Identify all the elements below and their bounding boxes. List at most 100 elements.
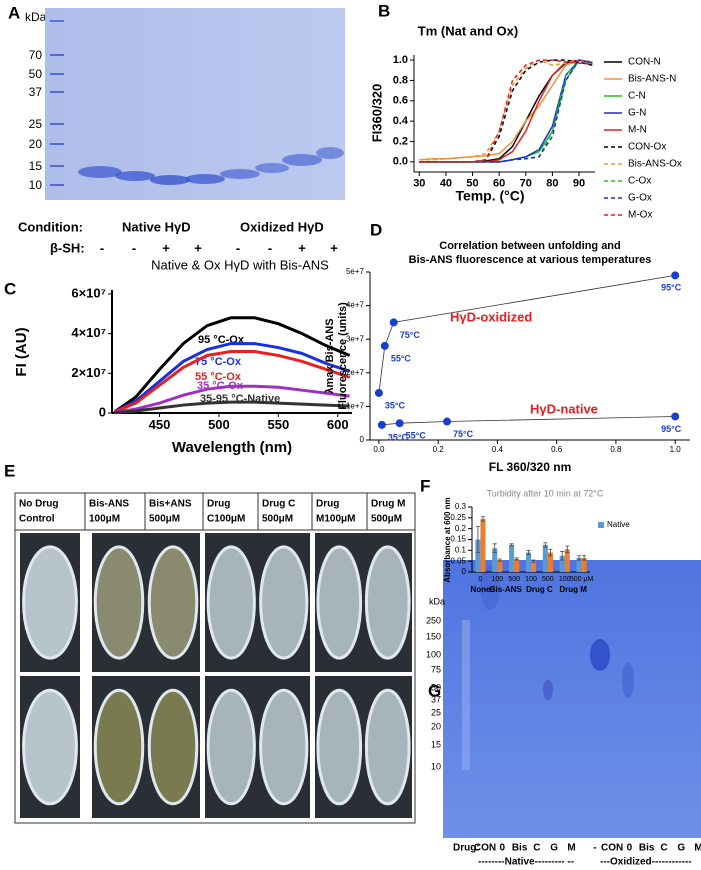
bsh-sign: +	[162, 240, 170, 255]
bar	[525, 552, 531, 572]
error-bar	[531, 559, 536, 563]
legend-label: CON-Ox	[628, 142, 666, 153]
bsh-sign: +	[298, 240, 306, 255]
x-tick-label: 70	[520, 177, 532, 189]
bar	[492, 548, 498, 572]
group-label: Drug M	[559, 585, 587, 594]
panel-letter: C	[4, 279, 16, 298]
chart-title: Bis-ANS fluorescence at various temperat…	[409, 254, 652, 266]
marker-label: 250	[426, 615, 441, 625]
lane-label: G	[550, 843, 558, 854]
bar	[564, 549, 570, 572]
y-tick-label: 2e+7	[346, 368, 365, 377]
marker-label: 150	[426, 631, 441, 641]
legend-label: C-N	[628, 91, 646, 102]
marker-label: 70	[29, 48, 43, 62]
column-header: Drug M	[371, 499, 405, 510]
well	[206, 545, 256, 660]
legend-label: Bis-ANS-Ox	[628, 159, 682, 170]
well	[259, 688, 309, 806]
group-label: --------Native--------- --	[478, 857, 574, 868]
y-tick-label: 4e+7	[346, 301, 365, 310]
marker-label: 10	[431, 761, 441, 771]
y-tick-label: 3e+7	[346, 334, 365, 343]
well	[316, 688, 363, 806]
point-label: 35°C	[388, 432, 409, 442]
x-tick-label: 0.4	[492, 445, 504, 454]
point-label: 75°C	[400, 330, 421, 340]
column-header: C100μM	[207, 514, 245, 525]
series-label: 35-95 °C-Native	[200, 393, 280, 405]
column-header: No Drug	[19, 499, 58, 510]
point	[395, 419, 404, 428]
bar	[581, 557, 587, 572]
column-header: Drug C	[262, 499, 295, 510]
x-tick-label: 600	[327, 417, 349, 432]
gel-bands	[50, 20, 344, 186]
x-tick-label: 0.0	[373, 445, 385, 454]
y-tick-label: 0.0	[393, 156, 408, 168]
point-label: 75°C	[453, 429, 474, 439]
error-bar	[475, 526, 480, 553]
error-bar	[480, 516, 485, 522]
error-bar	[560, 551, 565, 561]
error-bar	[514, 557, 519, 561]
marker-label: 50	[431, 682, 441, 692]
error-bar	[548, 548, 553, 557]
series-label: 55 °C-Ox	[195, 371, 242, 383]
point-label: 95°C	[661, 283, 682, 293]
y-tick-label: 0	[462, 567, 467, 576]
lane-label: 0	[500, 843, 506, 854]
y-tick-label: 0.05	[450, 556, 466, 565]
well	[22, 688, 78, 806]
lane-label: M	[694, 843, 701, 854]
column-header: Bis+ANS	[149, 499, 192, 510]
point-label: 35°C	[385, 400, 406, 410]
series-label: 75 °C-Ox	[195, 356, 242, 368]
chart-title: Native & Ox HγD with Bis-ANS	[151, 257, 329, 272]
gel-image	[443, 560, 701, 838]
panel-letter: D	[370, 220, 382, 239]
column-header: 100μM	[89, 514, 120, 525]
error-bar	[577, 555, 582, 561]
legend-label: Bis-ANS-N	[628, 74, 676, 85]
bar	[559, 555, 565, 572]
point	[380, 341, 389, 350]
well	[147, 688, 199, 806]
well	[316, 545, 363, 660]
y-tick-label: 0.15	[450, 535, 466, 544]
marker-label: 100	[426, 649, 441, 659]
legend-label: C-Ox	[628, 176, 651, 187]
x-axis-label: FL 360/320 nm	[489, 460, 572, 474]
well	[259, 545, 309, 660]
legend-label: CON-N	[628, 57, 661, 68]
error-bar	[509, 543, 514, 547]
marker-label: 37	[29, 85, 43, 99]
x-tick-label: 80	[546, 177, 558, 189]
column-header: Drug	[207, 499, 230, 510]
point	[389, 318, 398, 327]
legend-label: G-Ox	[628, 193, 652, 204]
marker-label: 15	[29, 159, 43, 173]
well	[147, 545, 199, 660]
x-axis-label: Temp. (°C)	[455, 188, 524, 204]
error-bar	[497, 558, 502, 562]
x-tick-label: 0.6	[551, 445, 563, 454]
lane-label: -	[593, 843, 596, 854]
x-tick-label: 0	[478, 576, 482, 583]
panel-letter: A	[8, 3, 20, 22]
data-line	[114, 400, 350, 415]
x-tick-label: 0.8	[610, 445, 622, 454]
bar	[475, 539, 481, 572]
y-axis-label: FI (AU)	[13, 327, 30, 376]
column-header: Bis-ANS	[89, 499, 129, 510]
gel-bands	[462, 566, 634, 770]
bsh-sign: -	[132, 240, 136, 255]
group-label: None	[470, 585, 491, 594]
panel-letter: F	[420, 476, 430, 495]
panel-letter: G	[428, 681, 441, 700]
y-axis-label: Fluorescence (units)	[337, 302, 349, 410]
x-tick-label: 100	[491, 576, 503, 583]
data-line	[419, 59, 593, 163]
x-tick-label: 30	[413, 177, 425, 189]
